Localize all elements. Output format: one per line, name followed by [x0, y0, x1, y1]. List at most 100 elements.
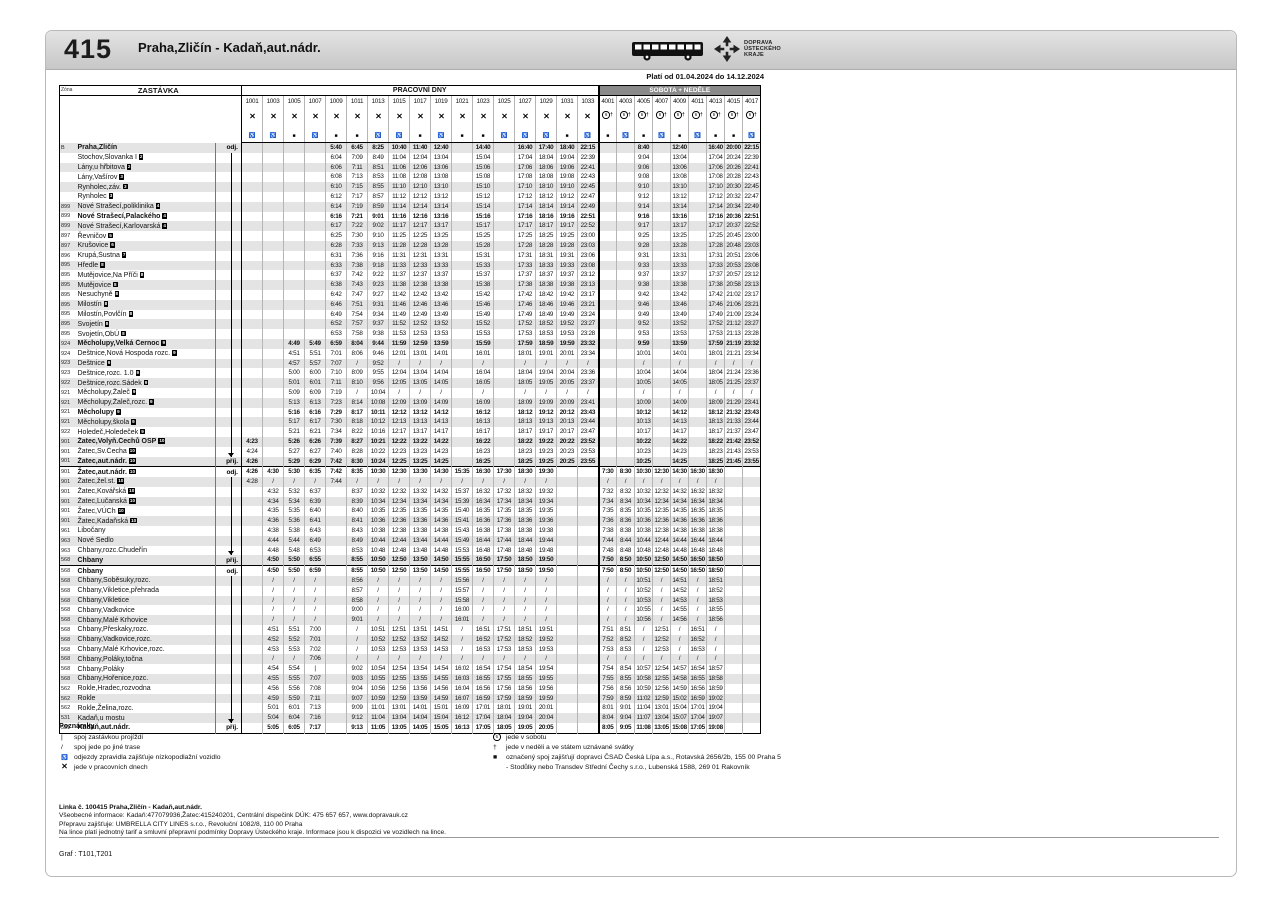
trip-mark: ■: [409, 124, 431, 143]
time-cell: /: [634, 654, 653, 665]
time-cell: 14:30: [670, 466, 689, 478]
time-cell: [262, 368, 284, 379]
time-cell: 16:32: [472, 486, 494, 497]
time-cell: 6:29: [304, 456, 326, 467]
time-cell: 12:28: [409, 240, 431, 251]
time-cell: 18:59: [535, 338, 557, 349]
time-cell: 4:50: [262, 555, 284, 566]
time-cell: 8:28: [346, 446, 368, 457]
time-cell: 13:59: [670, 338, 689, 349]
time-cell: 20:57: [724, 270, 743, 281]
time-cell: 17:48: [493, 545, 515, 556]
time-cell: 15:46: [472, 299, 494, 310]
time-cell: [241, 605, 263, 616]
trip-mark: ♿: [535, 124, 557, 143]
time-cell: 12:32: [388, 486, 410, 497]
time-cell: /: [430, 387, 452, 398]
direction-line: [231, 644, 232, 655]
stop-zone: 562: [61, 705, 71, 712]
stop-row: Rynholec,záv. 3 6:10 7:15 8:55 11:10 12:10 13:1…: [59, 182, 761, 192]
time-cell: /: [262, 576, 284, 586]
time-cell: 18:30: [514, 466, 536, 478]
time-cell: [493, 378, 515, 388]
trip-mark: ■: [706, 124, 725, 143]
time-cell: [577, 477, 599, 487]
stop-name: Milostín 8: [77, 301, 109, 309]
trip-days-symbol: [367, 106, 389, 124]
time-cell: [616, 211, 635, 222]
time-cell: 4:59: [262, 693, 284, 704]
time-cell: 19:12: [535, 407, 557, 418]
holiday-icon: †: [753, 111, 757, 118]
time-cell: 17:04: [514, 152, 536, 163]
time-cell: 17:44: [493, 535, 515, 546]
time-cell: [262, 142, 284, 153]
time-cell: [652, 456, 671, 467]
time-cell: 22:52: [742, 221, 761, 232]
time-cell: 12:56: [652, 683, 671, 694]
time-cell: 16:50: [688, 555, 707, 566]
time-cell: [241, 397, 263, 408]
time-cell: 12:23: [388, 446, 410, 457]
time-cell: 17:54: [493, 664, 515, 675]
time-cell: /: [409, 605, 431, 616]
direction-line: [231, 221, 232, 232]
stop-name: Nové Strašecí,Karlovarská 4: [77, 222, 167, 230]
time-cell: 4:24: [241, 446, 263, 457]
stop-label: [215, 674, 242, 684]
stop-row: 899 Nové Strašecí,Karlovarská 4 6:17 7:22 9:0…: [59, 221, 761, 232]
time-cell: [724, 703, 743, 714]
stop-name: Lány,Vašírov 3: [77, 173, 124, 181]
stop-row: 568 Chbany,Vikletice / //8:58// //15:58// / / /…: [59, 595, 761, 606]
time-cell: /: [367, 585, 389, 596]
time-cell: 6:55: [304, 555, 326, 566]
time-cell: [451, 309, 473, 320]
time-cell: /: [493, 654, 515, 665]
time-cell: 19:42: [556, 289, 578, 300]
time-cell: [241, 201, 263, 212]
time-cell: [451, 456, 473, 467]
time-cell: 14:05: [409, 723, 431, 734]
time-cell: [241, 338, 263, 349]
time-cell: 23:36: [577, 368, 599, 379]
time-cell: [493, 348, 515, 359]
time-cell: 12:50: [652, 565, 671, 577]
stop-name: Řevničov 5: [77, 232, 113, 240]
low-floor-icon: ♿: [61, 755, 68, 761]
time-cell: 9:01: [616, 703, 635, 714]
time-cell: 9:38: [634, 280, 653, 290]
time-cell: 14:32: [430, 486, 452, 497]
time-cell: [304, 329, 326, 339]
time-cell: 14:01: [670, 348, 689, 359]
time-cell: 10:40: [388, 142, 410, 153]
time-cell: 15:58: [451, 595, 473, 606]
stop-zone: 895: [61, 301, 71, 308]
time-cell: 20:36: [724, 211, 743, 222]
time-cell: 18:50: [514, 565, 536, 577]
time-cell: [652, 162, 671, 173]
time-cell: 13:22: [409, 436, 431, 447]
stop-row: 901 Žatec,Kadaňská 10 4:36 5:36 6:41 8:41 10:36…: [59, 516, 761, 527]
time-cell: 9:38: [367, 329, 389, 339]
time-cell: [493, 397, 515, 408]
time-cell: 21:19: [724, 338, 743, 349]
time-cell: 11:07: [634, 713, 653, 724]
time-cell: 16:23: [472, 446, 494, 457]
trip-number: 1005: [283, 95, 305, 106]
direction-line: [231, 172, 232, 183]
time-cell: [325, 585, 347, 596]
time-cell: 23:43: [577, 407, 599, 418]
time-cell: 16:59: [472, 693, 494, 704]
time-cell: 20:00: [724, 142, 743, 153]
workdays-icon: [543, 113, 549, 119]
time-cell: 16:09: [472, 397, 494, 408]
time-cell: 16:09: [451, 703, 473, 714]
time-cell: 23:52: [577, 436, 599, 447]
time-cell: 7:47: [346, 289, 368, 300]
stop-name: Milostín,Povlčín 8: [77, 310, 134, 318]
time-cell: 9:27: [367, 289, 389, 300]
time-cell: [724, 615, 743, 626]
trip-mark: ♿: [262, 124, 284, 143]
time-cell: 14:50: [430, 555, 452, 566]
holiday-icon: †: [645, 111, 649, 118]
